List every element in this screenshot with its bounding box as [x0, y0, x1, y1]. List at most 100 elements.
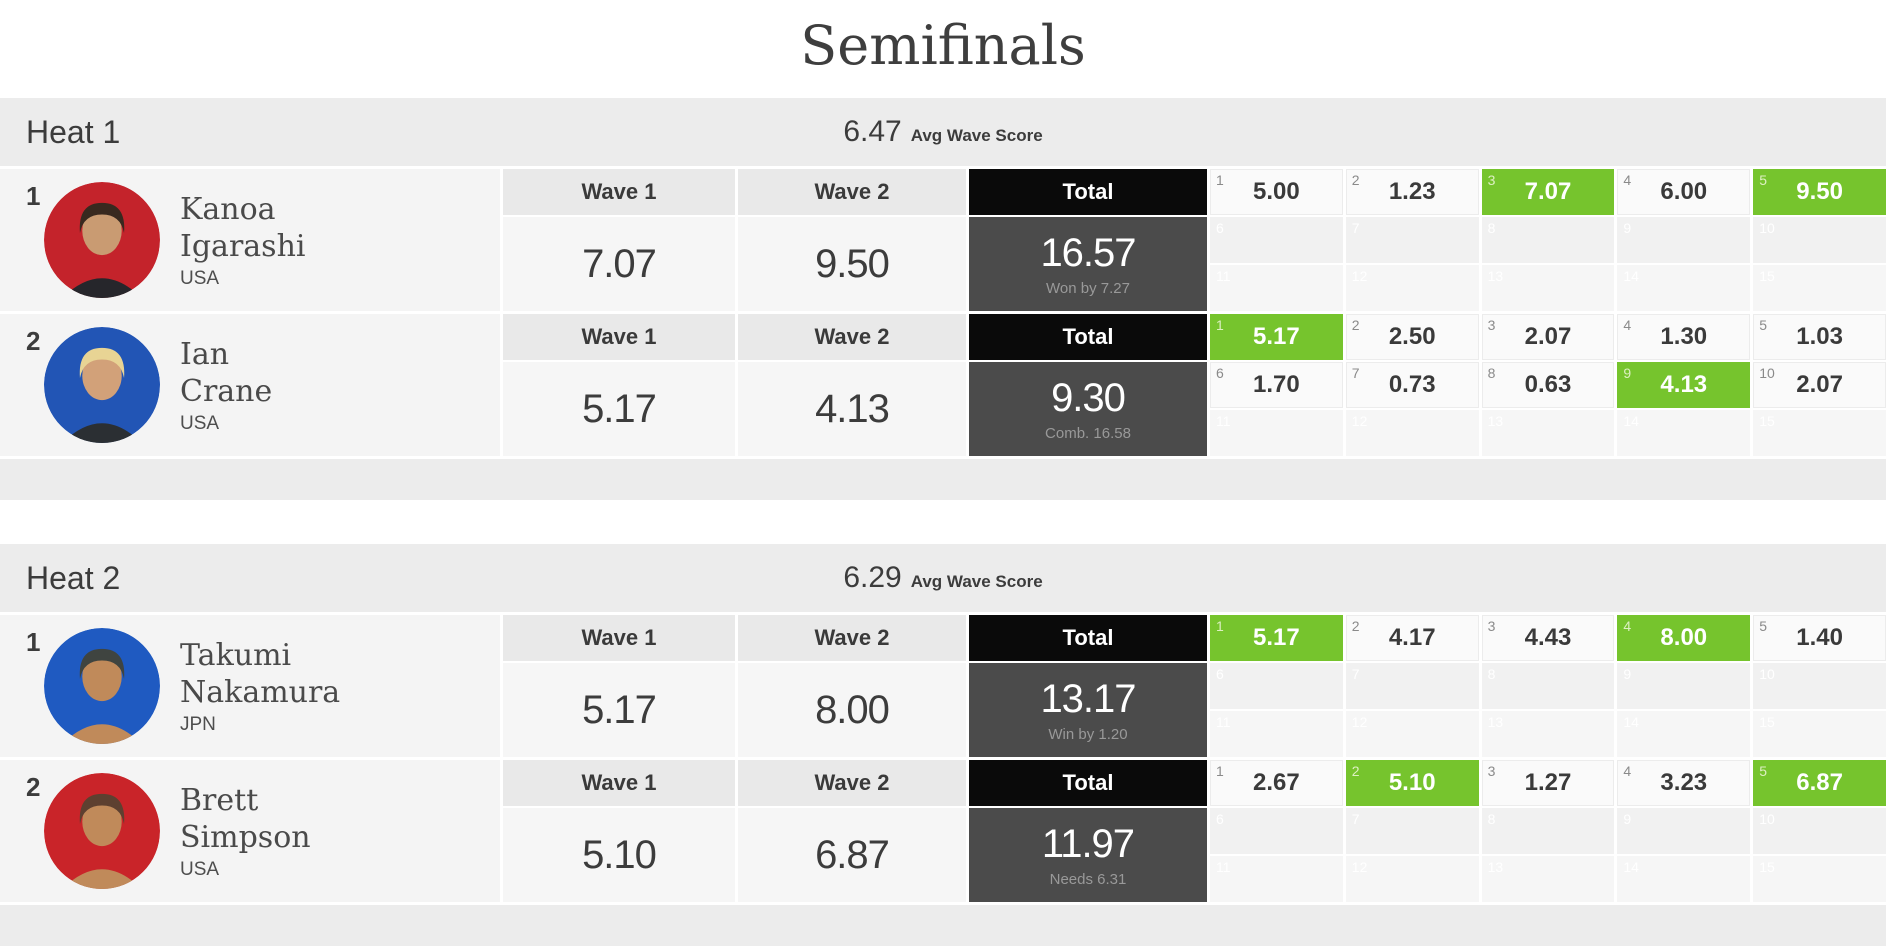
wave-cell: 12 — [1345, 856, 1479, 902]
wave-score: 5.10 — [1388, 769, 1436, 796]
total-header: Total — [969, 615, 1207, 661]
wave-number: 1 — [1216, 763, 1224, 779]
wave-score: 6.87 — [1796, 769, 1843, 796]
wave-cell[interactable]: 5 1.40 — [1753, 615, 1886, 661]
wave-score: 1.27 — [1524, 769, 1572, 796]
wave-number: 12 — [1351, 859, 1368, 875]
surfer-info: 2 Brett Simpson USA — [0, 760, 500, 902]
wave-cell[interactable]: 7 0.73 — [1345, 362, 1479, 408]
wave-score: 1.03 — [1796, 323, 1843, 350]
wave-cell[interactable]: 3 1.27 — [1481, 760, 1615, 806]
avg-wave-score: 6.29 Avg Wave Score — [843, 561, 1042, 595]
wave-cell: 6 — [1210, 217, 1343, 263]
wave-number: 14 — [1623, 714, 1639, 730]
wave-cell[interactable]: 4 8.00 — [1617, 615, 1751, 661]
wave-number: 10 — [1759, 365, 1775, 381]
wave-cell: 8 — [1481, 217, 1615, 263]
wave-cell[interactable]: 8 0.63 — [1481, 362, 1615, 408]
wave-number: 3 — [1487, 317, 1496, 333]
wave-score-grid: 1 5.17 2 4.17 3 4.43 4 8.00 5 1.40 6 7 8 9 10… — [1210, 615, 1886, 757]
wave-number: 12 — [1351, 714, 1368, 730]
wave-cell[interactable]: 2 2.50 — [1345, 314, 1479, 360]
wave-cell: 14 — [1617, 711, 1751, 757]
wave-number: 13 — [1487, 859, 1504, 875]
wave-number: 2 — [1351, 317, 1360, 333]
surfer-row[interactable]: 1 Kanoa Igarashi USA Wave 1 Wa — [0, 169, 1886, 311]
wave-score: 3.23 — [1660, 769, 1708, 796]
wave-cell[interactable]: 4 6.00 — [1617, 169, 1751, 215]
wave-cell[interactable]: 3 2.07 — [1481, 314, 1615, 360]
wave-cell[interactable]: 10 2.07 — [1753, 362, 1886, 408]
wave-score: 2.07 — [1524, 323, 1572, 350]
total-note: Needs 6.31 — [1049, 870, 1127, 888]
total-header: Total — [969, 760, 1207, 806]
wave-cell: 10 — [1753, 217, 1886, 263]
wave2-score: 8.00 — [738, 663, 966, 757]
wave-cell: 14 — [1617, 856, 1751, 902]
wave-cell[interactable]: 3 4.43 — [1481, 615, 1615, 661]
wave-cell[interactable]: 1 5.17 — [1210, 615, 1343, 661]
wave-cell[interactable]: 4 1.30 — [1617, 314, 1751, 360]
wave-cell[interactable]: 1 2.67 — [1210, 760, 1343, 806]
wave-number: 10 — [1759, 666, 1775, 682]
wave-cell: 14 — [1617, 410, 1751, 456]
surfer-info: 1 Kanoa Igarashi USA — [0, 169, 500, 311]
surfer-row[interactable]: 2 Brett Simpson USA Wave 1 Wav — [0, 760, 1886, 902]
total-note: Win by 1.20 — [1048, 725, 1128, 743]
surfer-row[interactable]: 2 Ian Crane USA Wave 1 Wave 2 — [0, 314, 1886, 456]
wave-cell: 12 — [1345, 410, 1479, 456]
wave-cell[interactable]: 9 4.13 — [1617, 362, 1751, 408]
heat-2-section: Heat 2 6.29 Avg Wave Score 1 — [0, 544, 1886, 946]
wave-cell[interactable]: 5 1.03 — [1753, 314, 1886, 360]
wave1-header: Wave 1 — [503, 615, 735, 661]
wave-score: 0.73 — [1388, 371, 1436, 398]
wave-cell: 7 — [1345, 217, 1479, 263]
wave-score: 9.50 — [1796, 178, 1843, 205]
wave-number: 5 — [1759, 317, 1767, 333]
wave-score: 4.43 — [1524, 624, 1572, 651]
wave-number: 11 — [1216, 413, 1231, 429]
wave-score: 0.63 — [1524, 371, 1572, 398]
wave1-score: 5.17 — [503, 362, 735, 456]
wave-number: 5 — [1759, 618, 1767, 634]
avatar-hair — [79, 202, 125, 234]
rank-number: 2 — [26, 772, 41, 802]
surfer-row[interactable]: 1 Takumi Nakamura JPN Wave 1 W — [0, 615, 1886, 757]
surfer-name: Brett Simpson USA — [180, 782, 311, 881]
total-header: Total — [969, 169, 1207, 215]
wave-cell[interactable]: 4 3.23 — [1617, 760, 1751, 806]
wave-cell: 11 — [1210, 410, 1343, 456]
wave-cell: 13 — [1481, 265, 1615, 311]
wave-score: 1.70 — [1253, 371, 1300, 398]
wave-cell: 13 — [1481, 856, 1615, 902]
wave1-header: Wave 1 — [503, 760, 735, 806]
wave-number: 11 — [1216, 714, 1231, 730]
wave-cell[interactable]: 1 5.00 — [1210, 169, 1343, 215]
wave-number: 15 — [1759, 859, 1775, 875]
wave-cell[interactable]: 2 1.23 — [1345, 169, 1479, 215]
wave-cell[interactable]: 2 4.17 — [1345, 615, 1479, 661]
wave-cell[interactable]: 6 1.70 — [1210, 362, 1343, 408]
wave-cell[interactable]: 2 5.10 — [1345, 760, 1479, 806]
total-score: 16.57 — [1040, 230, 1136, 275]
wave-cell[interactable]: 1 5.17 — [1210, 314, 1343, 360]
avatar-hair — [79, 793, 125, 825]
wave-cell[interactable]: 5 9.50 — [1753, 169, 1886, 215]
surfer-name: Kanoa Igarashi USA — [180, 191, 305, 290]
wave-number: 3 — [1487, 172, 1496, 188]
wave-number: 8 — [1487, 666, 1496, 682]
wave-cell: 14 — [1617, 265, 1751, 311]
wave-number: 5 — [1759, 172, 1767, 188]
wave-cell[interactable]: 3 7.07 — [1481, 169, 1615, 215]
wave-number: 7 — [1351, 220, 1360, 236]
wave-number: 1 — [1216, 618, 1224, 634]
avatar-face — [82, 797, 122, 847]
wave-number: 6 — [1216, 666, 1224, 682]
wave-cell: 10 — [1753, 663, 1886, 709]
wave-cell: 11 — [1210, 265, 1343, 311]
wave-number: 4 — [1623, 763, 1632, 779]
wave-cell: 10 — [1753, 808, 1886, 854]
surfer-last-name: Simpson — [180, 819, 311, 855]
wave-cell[interactable]: 5 6.87 — [1753, 760, 1886, 806]
